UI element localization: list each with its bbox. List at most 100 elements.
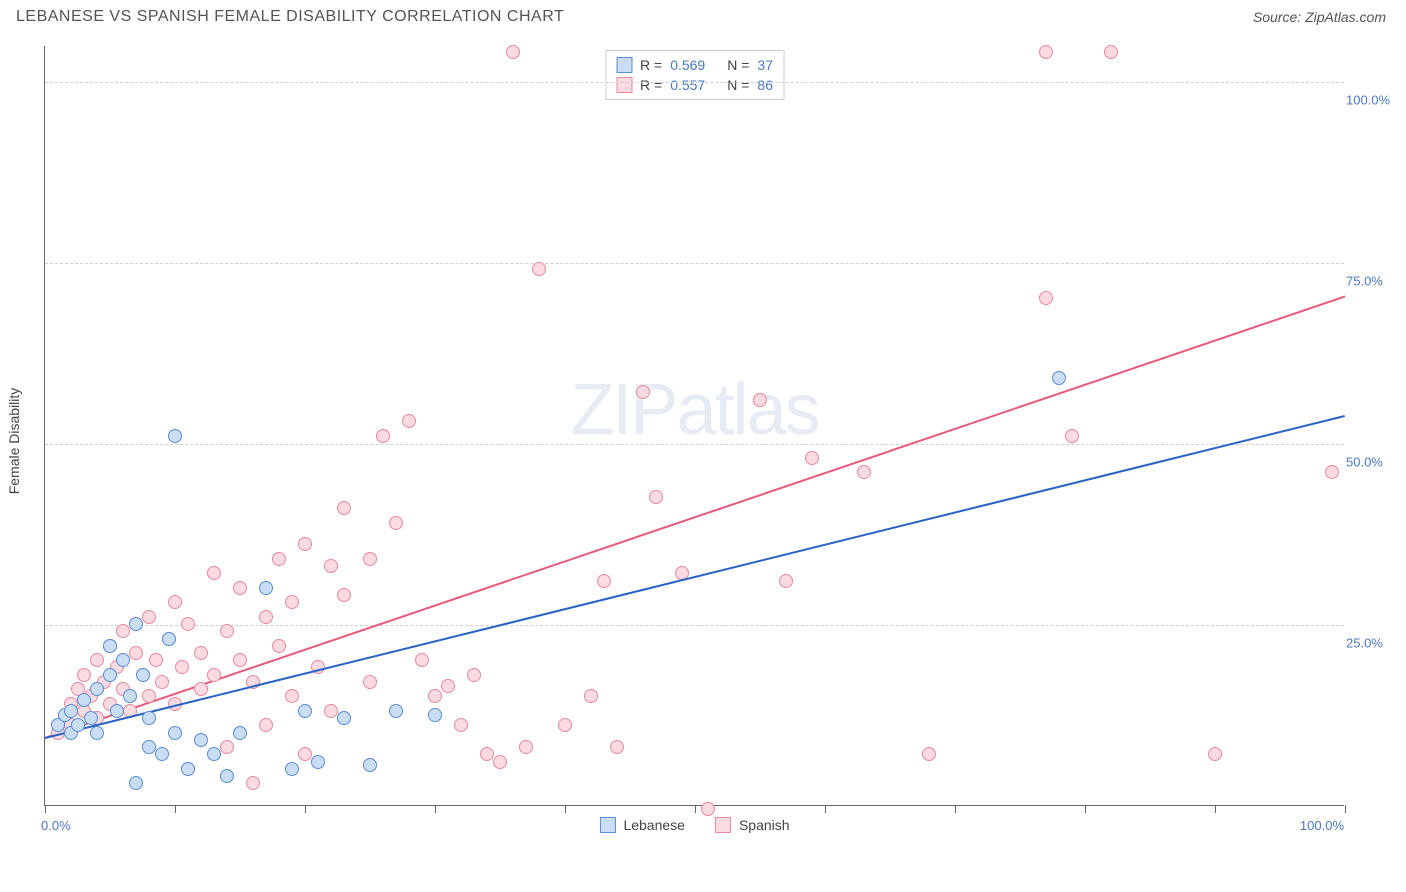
legend-item: Spanish	[715, 817, 790, 833]
data-point	[259, 718, 273, 732]
y-tick-label: 50.0%	[1346, 455, 1396, 470]
data-point	[636, 385, 650, 399]
stat-r-label: R =	[640, 57, 662, 73]
gridline	[45, 82, 1344, 83]
data-point	[376, 429, 390, 443]
watermark: ZIPatlas	[570, 369, 818, 451]
y-tick-label: 100.0%	[1346, 93, 1396, 108]
data-point	[298, 537, 312, 551]
legend-swatch	[715, 817, 731, 833]
data-point	[389, 516, 403, 530]
legend-swatch	[616, 57, 632, 73]
data-point	[558, 718, 572, 732]
data-point	[363, 758, 377, 772]
x-tick	[175, 805, 176, 813]
data-point	[285, 689, 299, 703]
data-point	[116, 624, 130, 638]
legend-label: Lebanese	[623, 817, 685, 833]
data-point	[142, 711, 156, 725]
data-point	[181, 762, 195, 776]
data-point	[298, 747, 312, 761]
data-point	[168, 726, 182, 740]
data-point	[1039, 45, 1053, 59]
data-point	[285, 762, 299, 776]
data-point	[532, 262, 546, 276]
source-link[interactable]: ZipAtlas.com	[1305, 9, 1386, 25]
data-point	[90, 726, 104, 740]
data-point	[402, 414, 416, 428]
data-point	[90, 653, 104, 667]
data-point	[142, 740, 156, 754]
data-point	[142, 689, 156, 703]
data-point	[168, 595, 182, 609]
data-point	[194, 682, 208, 696]
stat-r-label: R =	[640, 77, 662, 93]
data-point	[389, 704, 403, 718]
data-point	[149, 653, 163, 667]
data-point	[415, 653, 429, 667]
trend-line-spanish	[45, 296, 1346, 739]
data-point	[363, 552, 377, 566]
data-point	[337, 711, 351, 725]
data-point	[116, 653, 130, 667]
data-point	[922, 747, 936, 761]
data-point	[1208, 747, 1222, 761]
stat-n-label: N =	[727, 57, 749, 73]
data-point	[233, 581, 247, 595]
data-point	[129, 646, 143, 660]
data-point	[428, 689, 442, 703]
x-tick	[305, 805, 306, 813]
data-point	[701, 802, 715, 816]
x-tick	[955, 805, 956, 813]
y-axis-label: Female Disability	[6, 388, 22, 495]
data-point	[506, 45, 520, 59]
data-point	[1052, 371, 1066, 385]
y-tick-label: 25.0%	[1346, 636, 1396, 651]
data-point	[519, 740, 533, 754]
data-point	[441, 679, 455, 693]
stats-row: R =0.569N =37	[616, 55, 773, 75]
data-point	[194, 646, 208, 660]
data-point	[1039, 291, 1053, 305]
chart-container: Female Disability ZIPatlas R =0.569N =37…	[44, 46, 1390, 836]
data-point	[129, 776, 143, 790]
x-tick	[435, 805, 436, 813]
stat-n-value: 86	[757, 77, 773, 93]
gridline	[45, 263, 1344, 264]
x-tick	[695, 805, 696, 813]
data-point	[649, 490, 663, 504]
x-axis-max-label: 100.0%	[1300, 818, 1344, 833]
data-point	[84, 711, 98, 725]
data-point	[155, 675, 169, 689]
data-point	[272, 552, 286, 566]
data-point	[480, 747, 494, 761]
data-point	[136, 668, 150, 682]
legend-swatch	[616, 77, 632, 93]
plot-area: ZIPatlas R =0.569N =37R =0.557N =86 0.0%…	[44, 46, 1344, 806]
chart-title: LEBANESE VS SPANISH FEMALE DISABILITY CO…	[16, 8, 564, 26]
data-point	[129, 617, 143, 631]
legend-swatch	[599, 817, 615, 833]
data-point	[584, 689, 598, 703]
data-point	[324, 704, 338, 718]
data-point	[155, 747, 169, 761]
series-legend: Lebanese Spanish	[599, 817, 789, 833]
data-point	[857, 465, 871, 479]
data-point	[103, 639, 117, 653]
data-point	[103, 668, 117, 682]
data-point	[337, 501, 351, 515]
data-point	[71, 718, 85, 732]
data-point	[298, 704, 312, 718]
data-point	[753, 393, 767, 407]
data-point	[142, 610, 156, 624]
data-point	[259, 581, 273, 595]
x-tick	[1215, 805, 1216, 813]
data-point	[194, 733, 208, 747]
data-point	[207, 747, 221, 761]
trend-line-lebanese	[45, 415, 1345, 739]
y-tick-label: 75.0%	[1346, 274, 1396, 289]
data-point	[77, 693, 91, 707]
chart-header: LEBANESE VS SPANISH FEMALE DISABILITY CO…	[0, 0, 1406, 34]
data-point	[220, 624, 234, 638]
data-point	[90, 682, 104, 696]
